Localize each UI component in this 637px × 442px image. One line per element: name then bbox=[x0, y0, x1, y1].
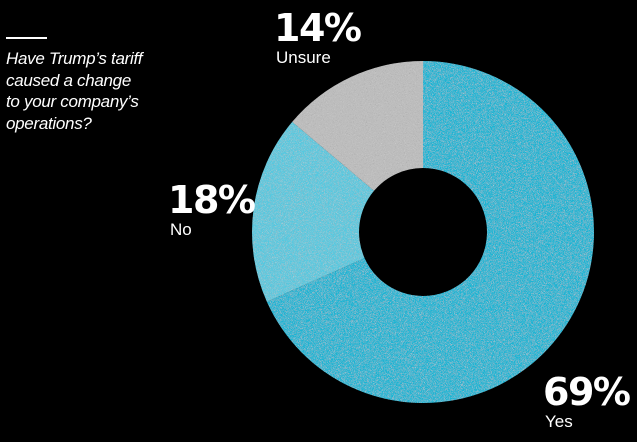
question-line-3: to your company’s bbox=[6, 92, 139, 111]
slice-label-no: 18% No bbox=[168, 178, 256, 240]
slice-value-no: 18% bbox=[168, 178, 256, 222]
slice-category-unsure: Unsure bbox=[276, 48, 331, 67]
slice-unsure bbox=[292, 61, 423, 191]
title-rule bbox=[6, 37, 47, 39]
slice-value-unsure: 14% bbox=[274, 6, 362, 50]
slice-label-yes: 69% Yes bbox=[543, 370, 631, 432]
slice-no bbox=[252, 121, 375, 302]
slice-yes bbox=[266, 61, 595, 404]
slice-value-yes: 69% bbox=[543, 370, 631, 414]
slice-category-no: No bbox=[170, 220, 192, 239]
slice-label-unsure: 14% Unsure bbox=[274, 6, 362, 68]
question-line-4: operations? bbox=[6, 113, 92, 133]
question-line-1: Have Trump’s tariff bbox=[6, 49, 143, 68]
chart-question: Have Trump’s tariff caused a change to y… bbox=[6, 48, 176, 134]
slice-category-yes: Yes bbox=[545, 412, 573, 431]
question-line-2: caused a change bbox=[6, 70, 131, 90]
